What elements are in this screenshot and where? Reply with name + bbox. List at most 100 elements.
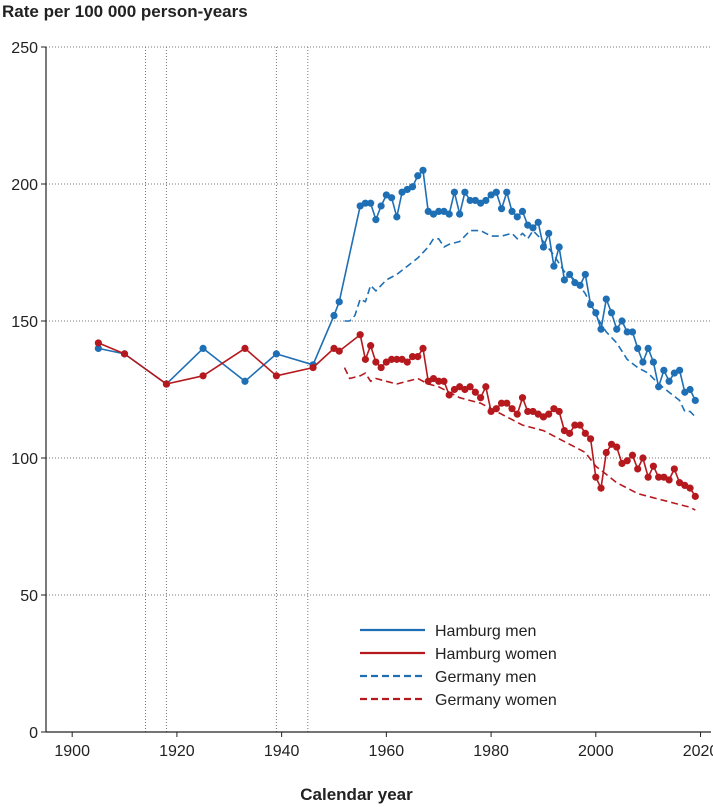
data-point: [94, 344, 102, 352]
data-point: [440, 377, 448, 385]
data-point: [670, 465, 678, 473]
axes: 0 50 100 150 200 250 1900 1920 1940 1960 1980 2000 2…: [11, 40, 713, 760]
data-point: [623, 457, 631, 465]
data-point: [691, 492, 699, 500]
data-point: [393, 355, 401, 363]
x-tick-label: 1960: [369, 743, 405, 760]
data-point: [686, 484, 694, 492]
data-point: [120, 350, 129, 358]
data-point: [649, 358, 658, 366]
series-line: [343, 367, 696, 511]
data-point: [414, 353, 422, 361]
series-germany-men: [344, 229, 696, 418]
data-point: [372, 358, 380, 366]
data-point: [335, 347, 343, 355]
data-point: [513, 410, 521, 418]
data-point: [686, 385, 694, 394]
data-point: [372, 216, 380, 224]
data-point: [477, 394, 485, 402]
y-tick-label: 200: [11, 177, 38, 194]
series-hamburg-women: [94, 331, 699, 500]
event-lines: [144, 47, 309, 732]
y-tick-label: 0: [29, 725, 38, 742]
data-point: [545, 229, 553, 237]
legend-label: Germany women: [435, 692, 557, 709]
data-point: [649, 462, 658, 470]
data-point: [628, 328, 637, 336]
data-point: [597, 325, 605, 333]
data-point: [691, 396, 699, 405]
data-point: [356, 331, 364, 339]
data-point: [518, 207, 527, 215]
data-point: [403, 358, 411, 366]
data-point: [597, 484, 605, 492]
x-tick-label: 2020: [683, 743, 713, 760]
data-point: [435, 207, 443, 215]
data-point: [482, 383, 490, 391]
data-point: [613, 325, 621, 333]
data-point: [571, 421, 579, 429]
data-point: [524, 407, 532, 416]
data-point: [466, 383, 474, 391]
data-point: [361, 355, 370, 363]
data-point: [419, 344, 427, 352]
data-point: [456, 210, 464, 218]
y-tick-label: 250: [11, 40, 38, 57]
data-point: [393, 213, 401, 221]
x-tick-label: 1900: [54, 743, 90, 760]
data-point: [623, 328, 631, 336]
x-tick-label: 1920: [159, 743, 195, 760]
data-point: [503, 188, 511, 196]
data-point: [367, 199, 375, 207]
data-point: [586, 435, 595, 443]
data-point: [545, 410, 553, 418]
data-point: [482, 196, 490, 205]
y-tick-label: 150: [11, 314, 38, 331]
data-point: [592, 473, 600, 481]
data-point: [639, 358, 647, 366]
data-point: [508, 207, 516, 215]
legend: Hamburg men Hamburg women Germany men Germa…: [360, 623, 557, 709]
data-point: [576, 421, 584, 429]
data-point: [335, 298, 343, 306]
data-point: [199, 344, 207, 352]
data-point: [665, 476, 673, 484]
x-tick-label: 2000: [578, 743, 614, 760]
data-point: [435, 377, 443, 385]
legend-label: Hamburg men: [435, 623, 536, 640]
data-point: [555, 407, 563, 416]
data-point: [508, 405, 516, 413]
data-point: [497, 399, 506, 407]
data-point: [644, 344, 652, 352]
data-point: [534, 218, 542, 226]
series-hamburg-men: [94, 166, 699, 405]
data-point: [634, 344, 642, 352]
data-point: [361, 199, 370, 207]
data-point: [272, 372, 280, 380]
data-point: [618, 317, 626, 325]
data-point: [408, 353, 417, 361]
y-tick-label: 50: [20, 588, 38, 605]
data-point: [539, 243, 548, 251]
data-point: [555, 243, 563, 251]
data-point: [655, 473, 663, 481]
data-point: [660, 366, 668, 374]
data-point: [560, 276, 568, 284]
data-point: [513, 213, 521, 221]
data-point: [414, 172, 422, 180]
data-point: [387, 355, 396, 363]
data-point: [241, 377, 249, 385]
data-point: [450, 188, 459, 196]
data-point: [602, 295, 610, 303]
data-point: [471, 388, 479, 396]
x-axis-label: Calendar year: [300, 785, 413, 804]
data-point: [581, 429, 589, 437]
data-point: [419, 166, 427, 174]
data-point: [492, 188, 500, 196]
data-point: [613, 443, 621, 451]
data-point: [367, 342, 375, 350]
data-point: [466, 196, 474, 205]
y-tick-label: 100: [11, 451, 38, 468]
data-point: [529, 224, 537, 232]
